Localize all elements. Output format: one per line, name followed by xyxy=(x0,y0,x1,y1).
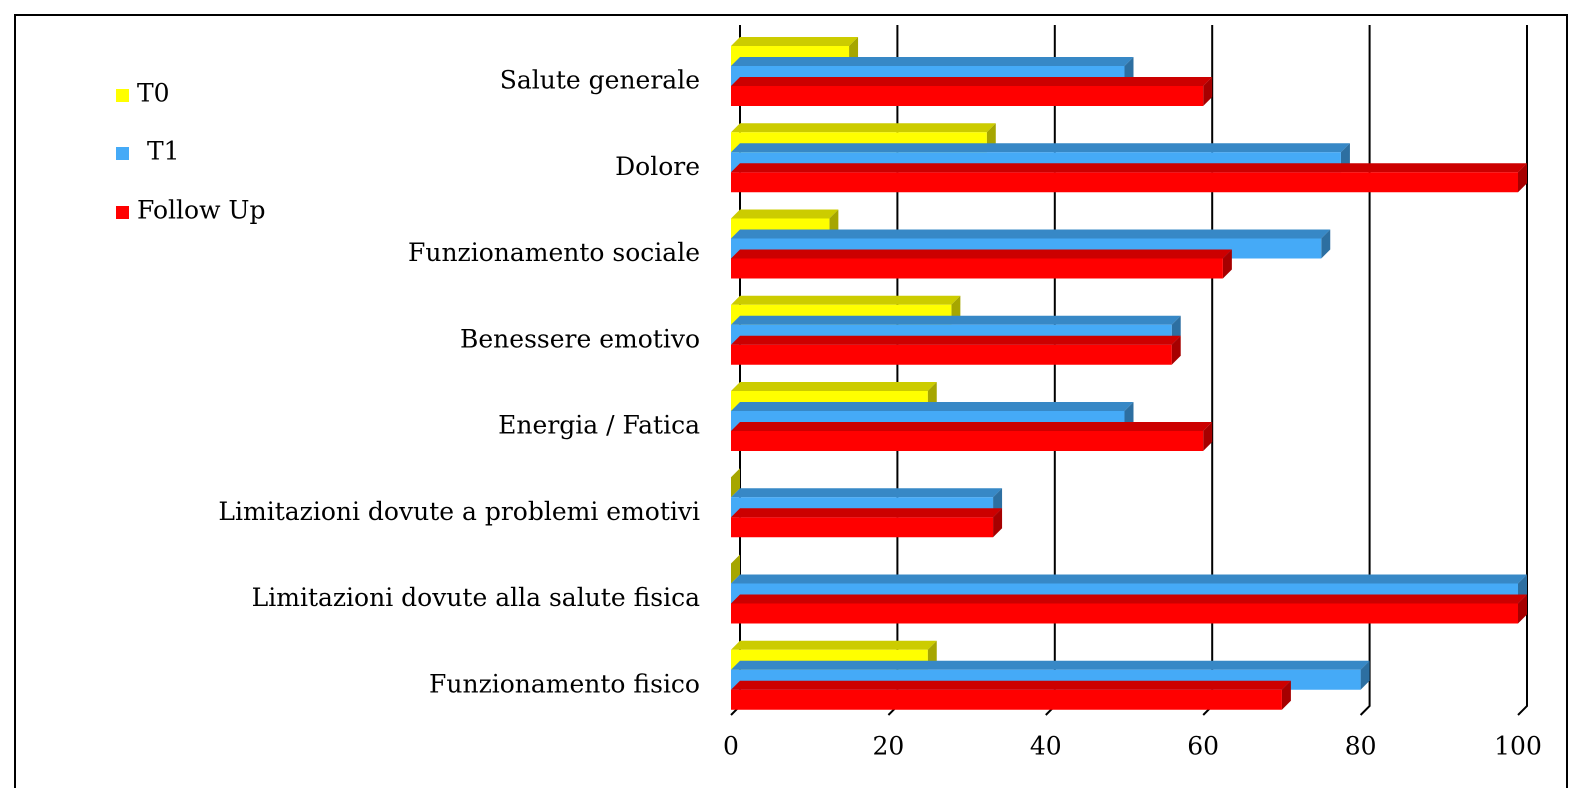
bar-top xyxy=(731,402,1134,411)
legend-label: Follow Up xyxy=(137,196,266,225)
bar-top xyxy=(731,229,1331,239)
bar xyxy=(731,431,1204,451)
y-tick-label: Salute generale xyxy=(500,66,700,95)
bar-top xyxy=(731,335,1181,345)
bar-top xyxy=(731,295,961,305)
bar-end xyxy=(993,508,1003,538)
y-tick-label: Funzionamento sociale xyxy=(408,238,700,267)
bar-end xyxy=(1281,680,1291,710)
y-tick-label: Dolore xyxy=(615,152,700,181)
bar-end xyxy=(731,554,740,584)
bar xyxy=(731,172,1518,193)
bar-top xyxy=(731,249,1232,259)
bar-end xyxy=(1518,594,1527,624)
y-tick-label: Energia / Fatica xyxy=(498,411,700,440)
legend-label: T1 xyxy=(147,137,180,166)
bar-end xyxy=(731,468,740,498)
bar-top xyxy=(731,143,1350,153)
frame xyxy=(14,14,1568,792)
bar-top xyxy=(731,382,937,391)
bar-top xyxy=(731,640,937,650)
bar-top xyxy=(731,508,1003,518)
y-tick-label: Benessere emotivo xyxy=(460,324,700,353)
bar-top xyxy=(731,123,996,133)
bar xyxy=(731,344,1172,365)
bar-top xyxy=(731,594,1527,604)
x-tick-label: 80 xyxy=(1345,732,1377,761)
legend-swatch xyxy=(116,89,129,102)
x-tick-label: 0 xyxy=(723,732,739,761)
bar-end xyxy=(1321,229,1331,259)
y-tick-label: Limitazioni dovute alla salute fisica xyxy=(252,583,700,612)
bar-top xyxy=(731,209,839,219)
bar-end xyxy=(1203,422,1213,451)
bar-top xyxy=(731,680,1291,690)
bar-end xyxy=(1360,660,1370,690)
x-tick-label: 100 xyxy=(1494,732,1542,761)
x-tick-label: 40 xyxy=(1030,732,1062,761)
legend-swatch xyxy=(116,147,129,160)
bar-top xyxy=(731,57,1134,66)
legend-swatch xyxy=(116,206,129,219)
bar xyxy=(731,86,1204,106)
legend-label: T0 xyxy=(137,79,170,108)
bar xyxy=(731,258,1223,279)
bar-top xyxy=(731,422,1213,431)
y-tick-label: Limitazioni dovute a problemi emotivi xyxy=(218,497,700,526)
bar-top xyxy=(731,77,1213,86)
x-tick-label: 60 xyxy=(1187,732,1219,761)
bar-top xyxy=(731,660,1370,670)
bar-top xyxy=(731,488,1003,498)
bar-end xyxy=(1203,77,1213,106)
bar xyxy=(731,603,1518,624)
grid-line xyxy=(1359,25,1371,716)
bar-end xyxy=(1518,163,1527,193)
bar-top xyxy=(731,315,1181,325)
x-tick-label: 20 xyxy=(872,732,904,761)
grid-line xyxy=(1517,25,1528,716)
bar-end xyxy=(1171,335,1181,365)
bar-top xyxy=(731,163,1527,173)
bar xyxy=(731,689,1282,710)
bar xyxy=(731,517,994,538)
bar-top xyxy=(731,574,1527,584)
bar-end xyxy=(1222,249,1232,279)
y-tick-label: Funzionamento fisico xyxy=(429,669,700,698)
bar-top xyxy=(731,37,859,46)
